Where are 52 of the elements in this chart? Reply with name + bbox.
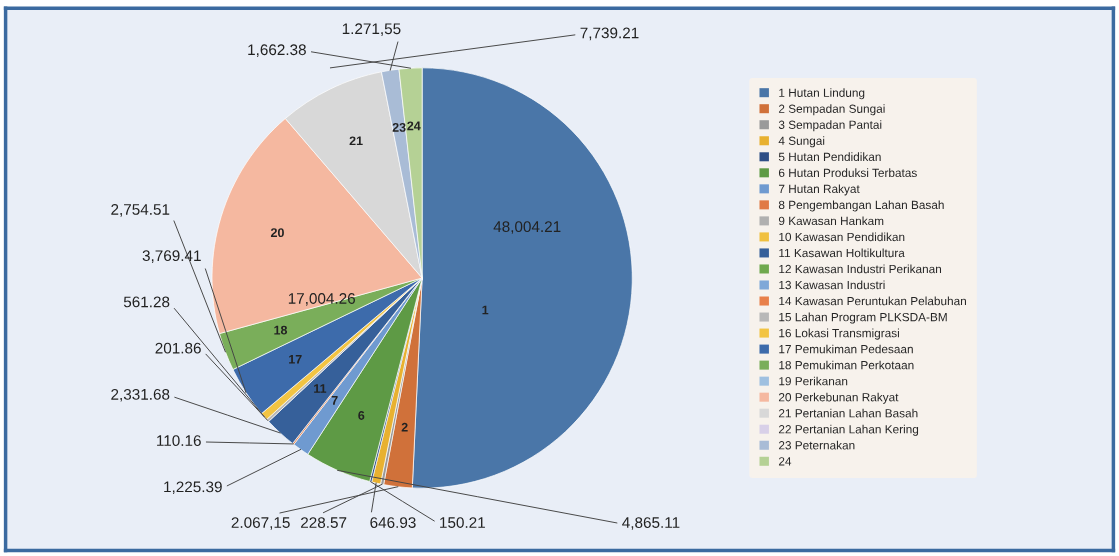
legend-label: 13 Kawasan Industri <box>779 280 885 290</box>
legend-label: 20 Perkebunan Rakyat <box>778 392 899 404</box>
data-label: 150.21 <box>440 517 485 528</box>
data-label: 1.271,55 <box>342 23 401 36</box>
legend-label: 16 Lokasi Transmigrasi <box>779 328 899 340</box>
legend-label: 15 Lahan Program PLKSDA-BM <box>779 312 947 324</box>
text: 1 <box>482 305 489 315</box>
legend-label: 2 Sempadan Sungai <box>778 104 885 116</box>
legend-label: 8 Pengembangan Lahan Basah <box>778 200 944 212</box>
data-label: 201.86 <box>155 342 201 354</box>
legend-label: 6 Hutan Produksi Terbatas <box>778 168 917 178</box>
legend-label: 17 Pemukiman Pedesaan <box>779 344 913 354</box>
data-label: 4,865.11 <box>622 517 680 530</box>
data-label: 2,331.68 <box>111 388 170 402</box>
text: 11 <box>314 384 327 393</box>
legend-label: 22 Pertanian Lahan Kering <box>778 424 919 436</box>
legend-label: 11 Kasawan Holtikultura <box>779 248 905 258</box>
slice-label: 24 <box>407 121 421 131</box>
data-label: 7,739.21 <box>580 27 639 41</box>
text: 21 <box>349 136 363 146</box>
data-label: 17,004.26 <box>288 293 355 306</box>
legend-label: 23 Peternakan <box>778 440 855 450</box>
text: 6 <box>358 411 365 420</box>
text: 20 <box>270 228 284 238</box>
data-label: 48,004.21 <box>493 221 561 234</box>
data-label: 561.28 <box>123 296 170 308</box>
legend-label: 18 Pemukiman Perkotaan <box>779 360 914 370</box>
legend-label: 1 Hutan Lindung <box>779 88 865 100</box>
legend-label: 9 Kawasan Hankam <box>778 216 884 226</box>
text: 2 <box>401 422 408 432</box>
data-label: 2.067,15 <box>231 517 290 530</box>
legend-label: 10 Kawasan Pendidikan <box>779 232 905 242</box>
legend-label: 4 Sungai <box>778 136 825 148</box>
data-label: 110.16 <box>157 435 201 447</box>
data-label: 1,662.38 <box>248 44 306 57</box>
text: 17 <box>289 355 302 364</box>
text: 18 <box>274 325 288 335</box>
legend-label: 7 Hutan Rakyat <box>778 184 860 196</box>
legend-label: 19 Perikanan <box>779 376 848 386</box>
text: 7 <box>331 396 338 405</box>
data-label: 1,225.39 <box>164 481 222 495</box>
data-label: 2,754.51 <box>111 204 170 217</box>
legend-label: 12 Kawasan Industri Perikanan <box>779 264 942 274</box>
text: 23 <box>392 122 406 132</box>
legend-label: 14 Kawasan Peruntukan Pelabuhan <box>779 296 966 306</box>
legend-label: 24 <box>778 457 792 466</box>
legend-label: 3 Sempadan Pantai <box>778 120 882 132</box>
legend-label: 5 Hutan Pendidikan <box>778 152 881 162</box>
data-label: 228.57 <box>301 517 347 528</box>
data-label: 646.93 <box>370 517 416 528</box>
legend-label: 21 Pertanian Lahan Basah <box>778 408 918 418</box>
data-label: 3,769.41 <box>142 250 201 263</box>
